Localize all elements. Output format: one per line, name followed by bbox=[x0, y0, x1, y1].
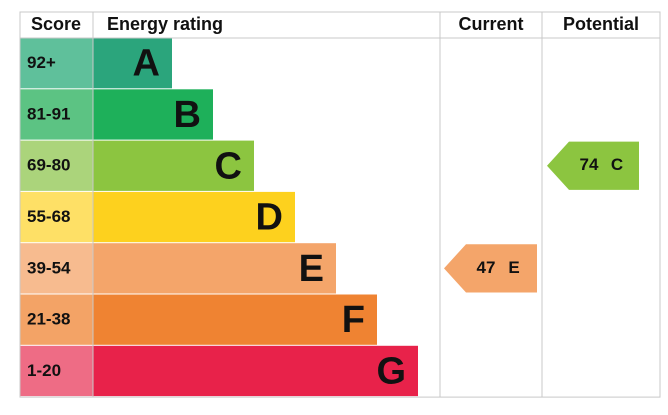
rating-bar bbox=[93, 243, 336, 294]
potential-band: C bbox=[611, 155, 623, 174]
header-potential: Potential bbox=[563, 14, 639, 34]
frame bbox=[19, 11, 661, 398]
score-label: 1-20 bbox=[27, 361, 61, 380]
potential-arrow bbox=[547, 141, 639, 190]
score-cell bbox=[20, 345, 93, 397]
header-rating: Energy rating bbox=[107, 14, 223, 34]
rating-bar bbox=[93, 89, 213, 140]
score-cell bbox=[20, 89, 93, 140]
rating-letter: D bbox=[256, 197, 283, 239]
rating-letter: G bbox=[376, 350, 406, 392]
score-label: 21-38 bbox=[27, 310, 70, 329]
rating-letter: A bbox=[133, 43, 160, 85]
score-cell bbox=[20, 140, 93, 191]
rating-letter: C bbox=[215, 145, 242, 187]
current-band: E bbox=[508, 258, 519, 277]
score-cell bbox=[20, 294, 93, 345]
score-label: 55-68 bbox=[27, 207, 70, 226]
current-arrow bbox=[444, 244, 537, 293]
score-label: 81-91 bbox=[27, 104, 70, 123]
score-cell bbox=[20, 243, 93, 294]
score-label: 39-54 bbox=[27, 258, 71, 277]
score-label: 69-80 bbox=[27, 156, 70, 175]
rating-bar bbox=[93, 140, 254, 191]
rating-bar bbox=[93, 294, 377, 345]
header-current: Current bbox=[458, 14, 523, 34]
rating-bar bbox=[93, 191, 295, 243]
rating-letter: B bbox=[174, 94, 201, 136]
score-cell bbox=[20, 38, 93, 89]
potential-value: 74 bbox=[580, 155, 599, 174]
rating-letter: E bbox=[299, 248, 324, 290]
score-cell bbox=[20, 191, 93, 243]
rating-bar bbox=[93, 38, 172, 89]
current-value: 47 bbox=[477, 258, 496, 277]
header-score: Score bbox=[31, 14, 81, 34]
rating-bar bbox=[93, 345, 418, 397]
rating-letter: F bbox=[342, 299, 365, 341]
score-label: 92+ bbox=[27, 53, 56, 72]
